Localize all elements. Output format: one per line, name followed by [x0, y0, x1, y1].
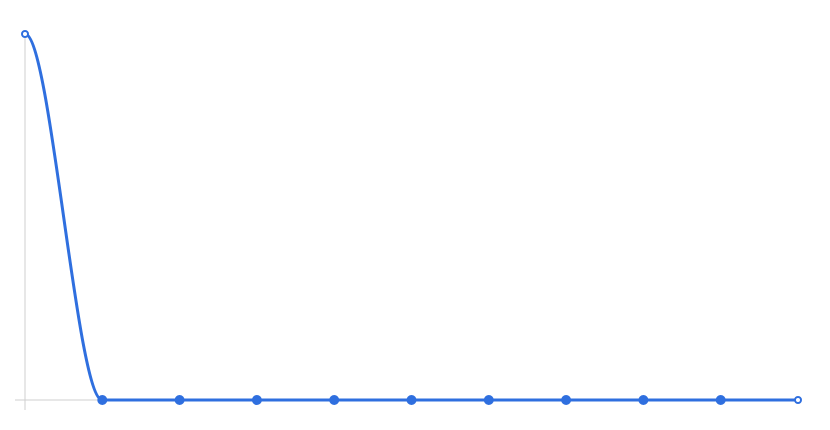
data-point-1-6 — [406, 395, 417, 405]
data-point-1-11 — [794, 396, 802, 404]
data-point-1-3 — [174, 395, 185, 405]
data-point-1-8 — [561, 395, 572, 405]
data-point-1-10 — [715, 395, 726, 405]
data-point-1-4 — [251, 395, 262, 405]
data-point-1-5 — [329, 395, 340, 405]
data-point-1-2 — [97, 395, 108, 405]
data-point-1-9 — [638, 395, 649, 405]
points-layer — [21, 30, 802, 405]
data-point-1-1 — [21, 30, 29, 38]
series-line-1 — [23, 32, 800, 402]
axes — [15, 34, 798, 410]
series-layer — [23, 32, 800, 402]
data-point-1-7 — [483, 395, 494, 405]
